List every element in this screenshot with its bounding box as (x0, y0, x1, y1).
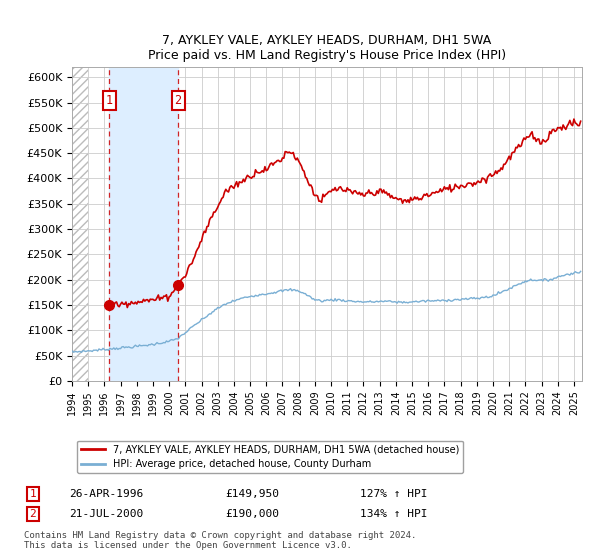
Text: 2: 2 (175, 94, 182, 106)
Bar (72, 67, 88, 381)
Legend: 7, AYKLEY VALE, AYKLEY HEADS, DURHAM, DH1 5WA (detached house), HPI: Average pri: 7, AYKLEY VALE, AYKLEY HEADS, DURHAM, DH… (77, 441, 463, 473)
Text: 134% ↑ HPI: 134% ↑ HPI (360, 509, 427, 519)
Text: 1: 1 (106, 94, 113, 106)
Title: 7, AYKLEY VALE, AYKLEY HEADS, DURHAM, DH1 5WA
Price paid vs. HM Land Registry's : 7, AYKLEY VALE, AYKLEY HEADS, DURHAM, DH… (148, 34, 506, 62)
Text: 2: 2 (29, 509, 37, 519)
Text: Contains HM Land Registry data © Crown copyright and database right 2024.
This d: Contains HM Land Registry data © Crown c… (24, 530, 416, 550)
Text: 127% ↑ HPI: 127% ↑ HPI (360, 489, 427, 499)
Text: 26-APR-1996: 26-APR-1996 (69, 489, 143, 499)
Bar (109, 67, 178, 381)
Text: 21-JUL-2000: 21-JUL-2000 (69, 509, 143, 519)
Text: £149,950: £149,950 (225, 489, 279, 499)
Text: £190,000: £190,000 (225, 509, 279, 519)
Bar (72, 67, 88, 381)
Text: 1: 1 (29, 489, 37, 499)
